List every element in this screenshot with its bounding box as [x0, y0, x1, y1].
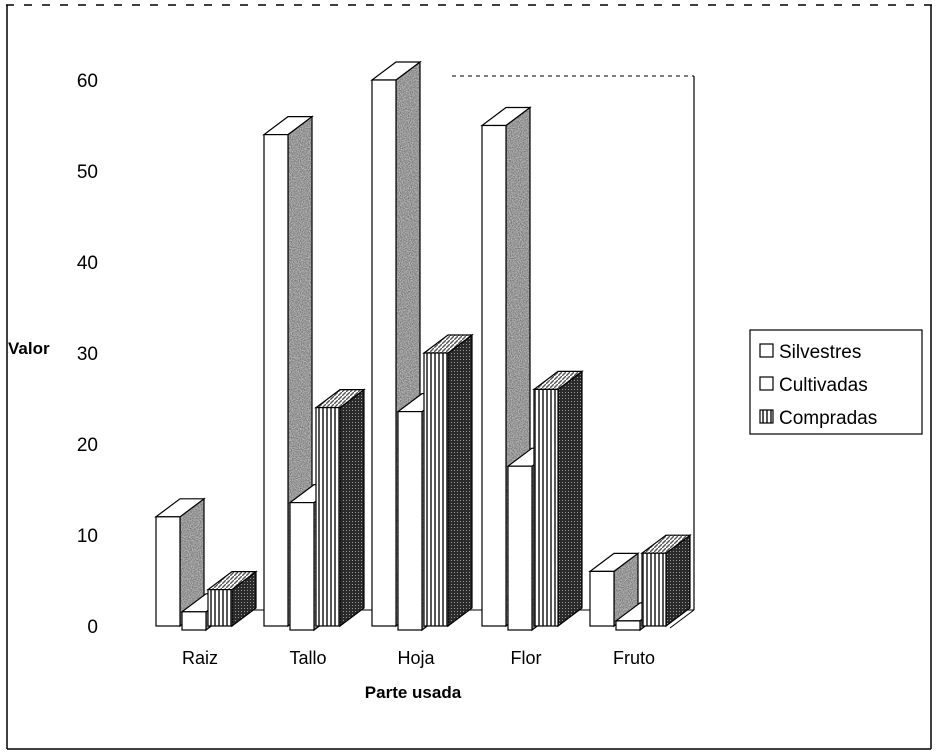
y-tick-label-0: 0: [87, 617, 98, 638]
y-tick-label-20: 20: [77, 435, 98, 456]
y-tick-label-50: 50: [77, 162, 98, 183]
x-tick-label-flor: Flor: [511, 648, 542, 668]
bar-compradas-flor: [532, 370, 584, 628]
bar-front-cultivadas-fruto: [615, 620, 641, 631]
bar-front-compradas-hoja: [423, 352, 449, 627]
bar-side-texture-silvestres-raiz: [180, 498, 204, 626]
chart: 0 10 20 30 40 50 60 Raiz Tallo Hoja Flor Fruto Val…: [6, 4, 932, 750]
bar-silvestres-tallo: [262, 115, 314, 628]
legend-item-silvestres: Silvestres: [759, 342, 861, 363]
y-tick-label-30: 30: [77, 344, 98, 365]
bar-silvestres-raiz: [154, 497, 206, 628]
legend-swatch-cultivadas: [759, 376, 774, 391]
y-tick-label-60: 60: [77, 71, 98, 92]
bar-side-compradas-flor: [557, 370, 583, 628]
legend-label-compradas: Compradas: [779, 408, 877, 429]
bar-front-silvestres-flor: [481, 124, 507, 627]
bar-front-compradas-fruto: [641, 552, 667, 627]
bar-front-silvestres-fruto: [589, 570, 615, 627]
y-tick-label-40: 40: [77, 253, 98, 274]
legend-swatch-silvestres: [759, 343, 774, 358]
legend-label-cultivadas: Cultivadas: [779, 375, 868, 396]
bar-front-silvestres-raiz: [155, 516, 181, 627]
bar-front-silvestres-hoja: [371, 79, 397, 627]
legend-box: [749, 329, 923, 435]
bar-front-cultivadas-raiz: [181, 611, 207, 631]
bars-layer: [154, 60, 692, 632]
bar-front-cultivadas-flor: [507, 465, 533, 631]
bar-side-compradas-tallo: [339, 388, 365, 628]
bar-front-cultivadas-tallo: [289, 502, 315, 631]
bar-compradas-tallo: [314, 388, 366, 628]
bar-side-texture-silvestres-fruto: [614, 553, 638, 626]
bar-front-compradas-tallo: [315, 407, 341, 627]
legend-swatch-compradas: [759, 409, 774, 424]
bar-front-compradas-flor: [533, 388, 559, 627]
legend-item-cultivadas: Cultivadas: [759, 375, 868, 396]
x-tick-label-tallo: Tallo: [289, 648, 326, 668]
bar-silvestres-fruto: [588, 552, 640, 628]
bar-compradas-raiz: [206, 570, 258, 628]
legend: Silvestres Cultivadas Compradas: [749, 329, 923, 435]
y-axis-title: Valor: [8, 339, 50, 358]
x-axis: Raiz Tallo Hoja Flor Fruto: [182, 648, 655, 668]
x-axis-title: Parte usada: [365, 683, 462, 702]
y-axis: 0 10 20 30 40 50 60: [77, 71, 98, 638]
chart-frame: 0 10 20 30 40 50 60 Raiz Tallo Hoja Flor Fruto Val…: [6, 4, 932, 750]
floor-right: [669, 609, 695, 629]
x-tick-label-hoja: Hoja: [397, 648, 435, 668]
bar-front-cultivadas-hoja: [397, 411, 423, 631]
x-tick-label-fruto: Fruto: [613, 648, 655, 668]
bar-front-silvestres-tallo: [263, 134, 289, 627]
legend-label-silvestres: Silvestres: [779, 342, 861, 363]
legend-item-compradas: Compradas: [759, 408, 877, 429]
bar-side-compradas-hoja: [447, 333, 473, 628]
bar-front-compradas-raiz: [207, 588, 233, 627]
bar-compradas-fruto: [640, 534, 692, 628]
x-tick-label-raiz: Raiz: [182, 648, 218, 668]
bar-compradas-hoja: [422, 333, 474, 628]
y-tick-label-10: 10: [77, 526, 98, 547]
